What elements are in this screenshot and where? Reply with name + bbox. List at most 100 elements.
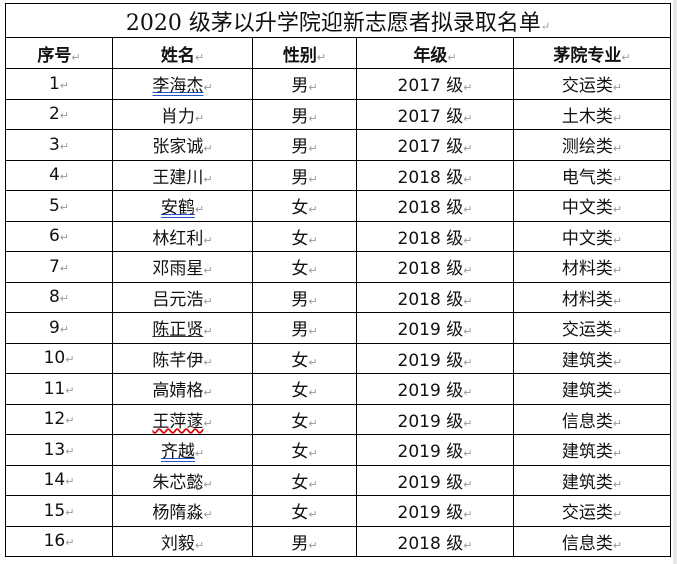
cell-name-text: 王建川 [152,168,212,188]
cell-name-text: 王萍蓫 [152,412,212,432]
cell-name: 李海杰 [112,68,253,100]
cell-name: 林红利 [112,220,253,252]
cell-name-text: 邓雨星 [152,259,212,279]
cell-name-text: 高婧格 [152,381,212,401]
cell-major: 交运类 [512,68,672,100]
cell-gender-text: 男 [291,168,317,188]
cell-major-text: 材料类 [562,290,622,310]
cell-no: 2 [5,98,113,130]
cell-name-text: 吕元浩 [152,290,212,310]
table-row: 7 邓雨星 女 2018 级 材料类 [5,251,672,283]
cell-major: 交运类 [512,495,672,527]
table-row: 6 林红利 女 2018 级 中文类 [5,220,672,252]
cell-gender: 男 [252,525,357,557]
cell-major-text: 交运类 [562,320,622,340]
cell-major-text: 中文类 [562,229,622,249]
cell-major: 建筑类 [512,342,672,374]
cell-name-text: 刘毅 [161,534,204,554]
cell-major-text: 土木类 [562,107,622,127]
cell-grade-text: 2017 级 [398,107,473,127]
cell-name: 陈芊伊 [112,342,253,374]
cell-major-text: 建筑类 [562,442,622,462]
table-title: 2020 级茅以升学院迎新志愿者拟录取名单 [4,3,672,38]
cell-major-text: 信息类 [562,412,622,432]
cell-grade: 2018 级 [356,190,514,222]
cell-gender: 女 [252,464,357,496]
cell-major: 电气类 [512,159,672,191]
cell-major: 信息类 [512,403,672,435]
cell-grade-text: 2019 级 [398,381,473,401]
cell-name: 张家诚 [112,129,253,161]
cell-name: 王萍蓫 [112,403,253,435]
cell-major: 材料类 [512,251,672,283]
cell-name-text: 杨隋淼 [152,503,212,523]
cell-gender-text: 男 [291,290,317,310]
table-row: 10 陈芊伊 女 2019 级 建筑类 [5,342,672,374]
header-major: 茅院专业 [512,37,672,69]
cell-gender: 男 [252,68,357,100]
header-name: 姓名 [112,37,253,69]
cell-grade-text: 2019 级 [398,442,473,462]
cell-grade-text: 2019 级 [398,412,473,432]
table-row: 12 王萍蓫 女 2019 级 信息类 [5,403,672,435]
cell-name: 陈正贤 [112,312,253,344]
cell-no-text: 12 [44,409,75,429]
cell-major-text: 电气类 [562,168,622,188]
cell-gender: 男 [252,98,357,130]
cell-gender: 女 [252,251,357,283]
cell-grade: 2018 级 [356,281,514,313]
cell-major: 建筑类 [512,373,672,405]
cell-name-text: 陈芊伊 [152,351,212,371]
cell-no-text: 9 [49,318,69,338]
cell-no: 7 [5,251,113,283]
cell-major-text: 测绘类 [562,137,622,157]
cell-grade: 2018 级 [356,525,514,557]
cell-no-text: 8 [49,287,69,307]
page-edge [673,0,677,564]
cell-major-text: 建筑类 [562,351,622,371]
cell-major: 建筑类 [512,464,672,496]
cell-grade: 2019 级 [356,373,514,405]
cell-no: 14 [5,464,113,496]
cell-grade-text: 2019 级 [398,320,473,340]
cell-grade: 2019 级 [356,464,514,496]
cell-name: 吕元浩 [112,281,253,313]
cell-grade-text: 2019 级 [398,473,473,493]
cell-name-text: 林红利 [152,229,212,249]
cell-grade-text: 2018 级 [398,290,473,310]
cell-grade: 2017 级 [356,129,514,161]
cell-gender-text: 男 [291,137,317,157]
cell-gender: 女 [252,342,357,374]
cell-name: 朱芯懿 [112,464,253,496]
header-gender: 性别 [252,37,357,69]
header-grade: 年级 [356,37,514,69]
table-row: 2 肖力 男 2017 级 土木类 [5,98,672,130]
cell-grade-text: 2017 级 [398,76,473,96]
cell-gender: 男 [252,159,357,191]
cell-gender: 女 [252,220,357,252]
cell-no-text: 5 [49,196,69,216]
cell-name-text: 陈正贤 [152,320,212,340]
cell-no-text: 13 [44,440,75,460]
cell-name: 杨隋淼 [112,495,253,527]
cell-name-text: 肖力 [161,107,204,127]
cell-name: 安鹤 [112,190,253,222]
cell-name-text: 张家诚 [152,137,212,157]
cell-no-text: 16 [44,531,75,551]
cell-major: 中文类 [512,190,672,222]
cell-grade: 2018 级 [356,159,514,191]
cell-no: 4 [5,159,113,191]
cell-grade: 2019 级 [356,342,514,374]
cell-major-text: 建筑类 [562,473,622,493]
cell-name: 高婧格 [112,373,253,405]
cell-name: 邓雨星 [112,251,253,283]
cell-major-text: 信息类 [562,534,622,554]
volunteer-table: 2020 级茅以升学院迎新志愿者拟录取名单 序号 姓名 性别 年级 茅院专业 1… [4,3,672,557]
cell-grade-text: 2018 级 [398,168,473,188]
cell-major: 土木类 [512,98,672,130]
cell-major-text: 建筑类 [562,381,622,401]
cell-name: 齐越 [112,434,253,466]
table-row: 3 张家诚 男 2017 级 测绘类 [5,129,672,161]
cell-no-text: 6 [49,226,69,246]
cell-gender-text: 女 [291,198,317,218]
